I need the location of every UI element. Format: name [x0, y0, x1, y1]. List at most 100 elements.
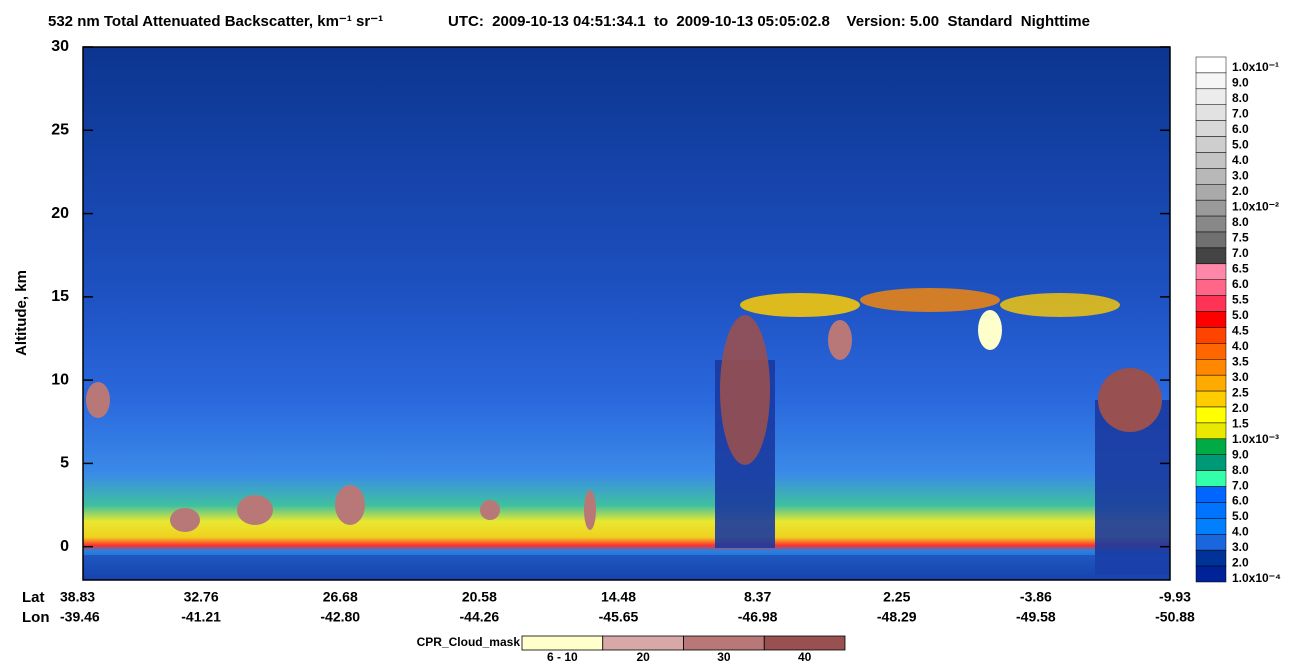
colorbar-label: 1.0x10⁻⁴ [1232, 571, 1281, 585]
colorbar-swatch [1195, 279, 1227, 296]
colorbar-label: 5.5 [1232, 292, 1249, 306]
colorbar-swatch [1195, 422, 1227, 440]
colorbar-swatch [1195, 549, 1227, 567]
colorbar-swatch [1195, 184, 1227, 201]
lon-label: -39.46 [60, 609, 100, 625]
lat-label: 32.76 [184, 589, 219, 605]
colorbar-swatch [1195, 168, 1227, 185]
cloud-mask-label: 6 - 10 [547, 650, 578, 664]
colorbar-label: 7.0 [1232, 107, 1249, 121]
colorbar-swatch [1195, 72, 1227, 90]
colorbar-label: 1.0x10⁻² [1232, 200, 1279, 214]
colorbar-swatch [1195, 104, 1227, 121]
colorbar-swatch [1195, 438, 1227, 455]
lat-label: 2.25 [883, 589, 910, 605]
y-tick-label: 20 [51, 205, 69, 222]
colorbar-swatch [1195, 120, 1227, 137]
lat-label: 26.68 [323, 589, 358, 605]
colorbar-swatch [1195, 359, 1227, 376]
colorbar-swatch [1195, 374, 1227, 392]
cloud-mask-label: 20 [636, 650, 650, 664]
lon-label: -41.21 [181, 609, 221, 625]
colorbar-label: 8.0 [1232, 463, 1249, 477]
y-tick-label: 10 [51, 371, 69, 388]
colorbar-label: 3.0 [1232, 540, 1249, 554]
colorbar-swatch [1195, 311, 1227, 328]
y-tick-label: 15 [51, 288, 69, 305]
cloud-mask-label: 30 [717, 650, 731, 664]
lat-row-label: Lat [22, 589, 45, 606]
cloud-mask-title: CPR_Cloud_mask [417, 635, 521, 649]
cloud-mask-label: 40 [798, 650, 812, 664]
lon-label: -44.26 [460, 609, 500, 625]
colorbar-label: 6.0 [1232, 494, 1249, 508]
colorbar-label: 7.5 [1232, 231, 1249, 245]
colorbar-label: 9.0 [1232, 447, 1249, 461]
colorbar-swatch [1195, 502, 1227, 519]
y-tick-label: 0 [60, 538, 69, 555]
colorbar-swatch [1195, 152, 1227, 169]
lat-label: -9.93 [1159, 589, 1191, 605]
colorbar-swatch [1195, 470, 1227, 487]
lon-label: -45.65 [599, 609, 639, 625]
colorbar-swatch [1195, 199, 1227, 217]
y-tick-label: 5 [60, 455, 69, 472]
cloud-mask-swatch [602, 635, 684, 651]
lon-row-label: Lon [22, 609, 50, 626]
colorbar-label: 5.0 [1232, 138, 1249, 152]
colorbar-label: 6.0 [1232, 277, 1249, 291]
lat-label: 8.37 [744, 589, 771, 605]
plot-frame [82, 46, 1171, 581]
lon-label: -46.98 [738, 609, 778, 625]
y-axis-label: Altitude, km [13, 270, 30, 356]
y-tick-label: 30 [51, 38, 69, 55]
colorbar-swatch [1195, 136, 1227, 153]
lon-label: -50.88 [1155, 609, 1195, 625]
colorbar-label: 1.5 [1232, 416, 1249, 430]
colorbar-swatch [1195, 247, 1227, 265]
colorbar-swatch [1195, 231, 1227, 249]
colorbar-swatch [1195, 88, 1227, 105]
colorbar-swatch [1195, 390, 1227, 408]
colorbar-label: 6.5 [1232, 261, 1249, 275]
colorbar-label: 7.0 [1232, 478, 1249, 492]
chart-title: 532 nm Total Attenuated Backscatter, km⁻… [48, 13, 383, 30]
colorbar-label: 2.5 [1232, 385, 1249, 399]
colorbar-label: 4.5 [1232, 323, 1249, 337]
colorbar-label: 8.0 [1232, 91, 1249, 105]
colorbar-swatch [1195, 263, 1227, 280]
colorbar-label: 4.0 [1232, 153, 1249, 167]
cloud-mask-swatch [683, 635, 765, 651]
colorbar-swatch [1195, 406, 1227, 424]
colorbar-label: 3.0 [1232, 370, 1249, 384]
cloud-mask-swatch [521, 635, 604, 651]
colorbar-label: 2.0 [1232, 556, 1249, 570]
colorbar-label: 2.0 [1232, 401, 1249, 415]
lat-label: 14.48 [601, 589, 636, 605]
colorbar-label: 5.0 [1232, 509, 1249, 523]
colorbar-label: 1.0x10⁻³ [1232, 432, 1279, 446]
lat-label: 38.83 [60, 589, 95, 605]
colorbar-swatch [1195, 295, 1227, 312]
colorbar-swatch [1195, 327, 1227, 344]
colorbar-label: 2.0 [1232, 184, 1249, 198]
colorbar-swatch [1195, 56, 1227, 74]
colorbar-label: 6.0 [1232, 122, 1249, 136]
colorbar-label: 3.5 [1232, 354, 1249, 368]
y-tick-label: 25 [51, 122, 69, 139]
chart-subtitle: UTC: 2009-10-13 04:51:34.1 to 2009-10-13… [448, 13, 1090, 30]
colorbar-label: 1.0x10⁻¹ [1232, 60, 1279, 74]
lat-label: 20.58 [462, 589, 497, 605]
colorbar-swatch [1195, 454, 1227, 471]
colorbar-swatch [1195, 215, 1227, 233]
colorbar-swatch [1195, 518, 1227, 535]
backscatter-field [83, 47, 1170, 580]
colorbar-label: 5.0 [1232, 308, 1249, 322]
colorbar-label: 4.0 [1232, 525, 1249, 539]
colorbar-swatch [1195, 343, 1227, 360]
cloud-mask-swatch [763, 635, 846, 651]
colorbar-label: 7.0 [1232, 246, 1249, 260]
lon-label: -48.29 [877, 609, 917, 625]
colorbar-label: 4.0 [1232, 339, 1249, 353]
